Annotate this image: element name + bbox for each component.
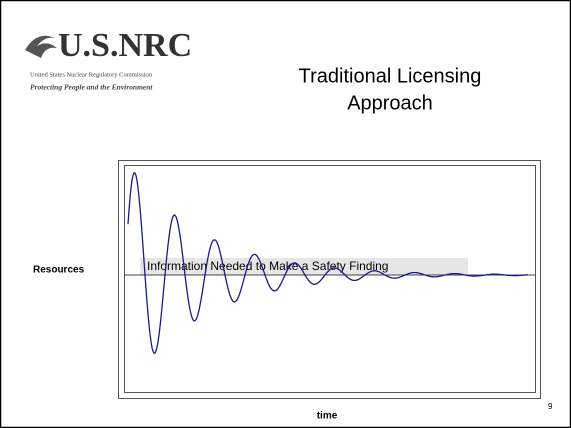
oscillation-curve (127, 172, 528, 354)
x-label: time (317, 411, 338, 422)
logo-line1: United States Nuclear Regulatory Commiss… (30, 71, 153, 78)
title-line: Traditional Licensing (299, 65, 482, 87)
page-number: 9 (548, 402, 553, 411)
figure-inner-frame (124, 165, 536, 393)
logo-line2: Protecting People and the Environment (30, 83, 153, 92)
title-line: Approach (347, 92, 433, 114)
logo-name: U.S.NRC (58, 27, 192, 64)
logo-emblem (25, 35, 57, 58)
logo: U.S.NRC United States Nuclear Regulatory… (25, 27, 192, 92)
figure-frame (118, 160, 541, 399)
y-label: Resources (33, 265, 85, 276)
